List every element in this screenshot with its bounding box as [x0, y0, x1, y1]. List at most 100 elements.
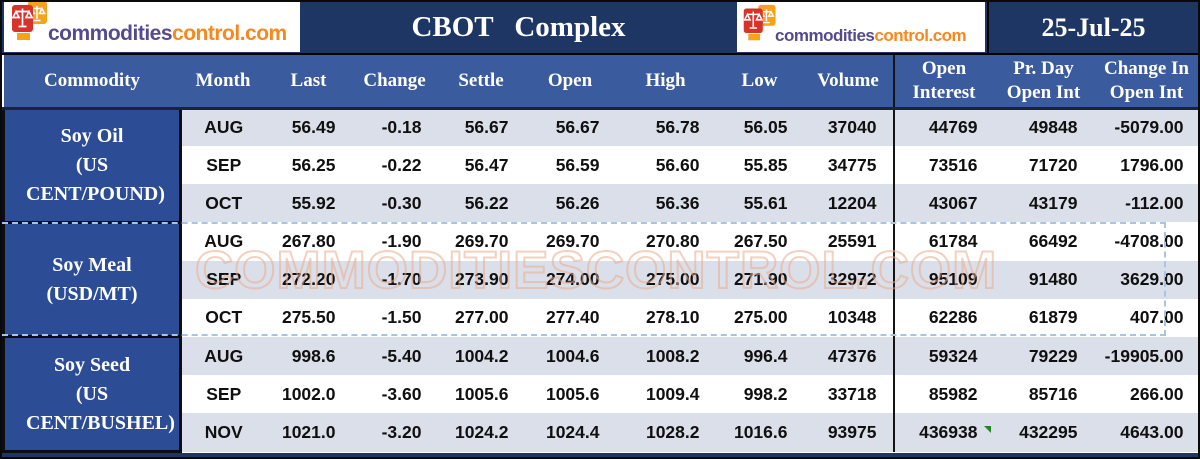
cell-low: 55.85	[743, 154, 788, 175]
cell-change: -5.40	[381, 345, 422, 366]
brand-logo-left[interactable]: commoditiescontrol.com	[4, 2, 300, 52]
cell-month: SEP	[206, 269, 242, 290]
cell-volume: 47376	[827, 345, 877, 366]
cell-month: NOV	[204, 421, 243, 442]
cell-volume: 33718	[827, 383, 877, 404]
cell-month: AUG	[204, 117, 244, 138]
cell-low: 275.00	[733, 307, 788, 328]
commodity-label-soy-meal: Soy Meal (USD/MT)	[2, 220, 182, 339]
header-cell-settle: Settle	[437, 55, 525, 110]
cell-pr-day-open-int: 71720	[1028, 154, 1078, 175]
cell-volume: 12204	[827, 192, 877, 213]
cell-open: 269.70	[545, 231, 600, 252]
cell-open-interest: 95109	[892, 260, 994, 299]
cell-high: 1009.4	[645, 383, 700, 404]
cell-low: 267.50	[733, 231, 788, 252]
brand-logo-right[interactable]: commoditiescontrol.com	[737, 2, 985, 52]
cell-month: OCT	[205, 192, 243, 213]
header-cell-open: Open	[524, 55, 616, 110]
cell-high: 1008.2	[645, 345, 700, 366]
header-cell-month: Month	[180, 55, 266, 110]
header-cell-change-in-open-int: Change In Open Int	[1093, 55, 1198, 110]
cell-change-in-open-int: 3629.00	[1120, 269, 1184, 290]
cell-change: -1.70	[381, 269, 422, 290]
cell-pr-day-open-int: 432295	[1019, 421, 1078, 442]
cell-last: 275.50	[281, 307, 336, 328]
cell-last: 267.80	[281, 231, 336, 252]
cell-settle: 1024.2	[454, 421, 509, 442]
cell-settle: 269.70	[454, 231, 509, 252]
cell-change-in-open-int: 266.00	[1129, 383, 1184, 404]
cell-low: 271.90	[733, 269, 788, 290]
cell-settle: 56.22	[464, 192, 509, 213]
cell-last: 55.92	[291, 192, 336, 213]
table-row: SEP 56.25 -0.22 56.47 56.59 56.60 55.85 34775 73…	[4, 146, 1199, 185]
header-cell-pr-day-open-int: Pr. Day Open Int	[993, 55, 1094, 110]
cell-open-interest: 43067	[892, 184, 994, 223]
cell-month: AUG	[204, 231, 244, 252]
report-date: 25-Jul-25	[987, 2, 1198, 53]
header-cell-low: Low	[715, 55, 804, 110]
commodity-unit: (USD/MT)	[46, 282, 138, 305]
header-cell-last: Last	[265, 55, 352, 110]
commodity-unit: (US CENT/POUND)	[26, 153, 165, 205]
cell-high: 56.60	[655, 154, 700, 175]
cell-high: 56.78	[655, 117, 700, 138]
cell-pr-day-open-int: 49848	[1028, 117, 1078, 138]
commodity-label-soy-seed: Soy Seed (US CENT/BUSHEL)	[2, 335, 182, 453]
header-cell-volume: Volume	[803, 55, 894, 110]
table-header-row: Commodity Month Last Change Settle Open High Lo…	[3, 55, 1198, 110]
cell-open-interest: 44769	[892, 108, 994, 147]
brand-logo-text: commoditiescontrol.com	[48, 23, 287, 48]
cell-open: 1004.6	[545, 345, 600, 366]
cell-low: 996.4	[743, 345, 788, 366]
table-row: OCT 275.50 -1.50 277.00 277.40 278.10 275.00 10…	[4, 298, 1199, 337]
cell-last: 998.6	[291, 345, 336, 366]
cell-open: 56.67	[555, 117, 600, 138]
cell-open-interest: 61784	[892, 222, 994, 261]
cell-pr-day-open-int: 91480	[1028, 269, 1078, 290]
cell-pr-day-open-int: 79229	[1028, 345, 1078, 366]
cell-settle: 277.00	[454, 307, 509, 328]
commodity-label-soy-oil: Soy Oil (US CENT/POUND)	[2, 106, 182, 224]
cell-open: 56.59	[555, 154, 600, 175]
cell-change: -0.18	[381, 117, 422, 138]
cell-low: 998.2	[743, 383, 788, 404]
header-cell-high: High	[615, 55, 716, 110]
cell-volume: 32972	[827, 269, 877, 290]
cell-pr-day-open-int: 43179	[1028, 192, 1078, 213]
brand-name-part2: control.com	[172, 22, 287, 45]
brand-name-part1: commodities	[48, 22, 173, 45]
cell-change: -1.50	[381, 307, 422, 328]
cell-volume: 10348	[827, 307, 877, 328]
brand-name-part2: control.com	[874, 26, 967, 45]
cell-month: AUG	[204, 345, 244, 366]
cell-high: 278.10	[645, 307, 700, 328]
top-bar: commoditiescontrol.com CBOT Complex comm…	[2, 2, 1198, 55]
cell-settle: 56.67	[464, 117, 509, 138]
cell-pr-day-open-int: 85716	[1028, 383, 1078, 404]
cell-last: 272.20	[281, 269, 336, 290]
cell-open: 277.40	[545, 307, 600, 328]
cell-settle: 1005.6	[454, 383, 509, 404]
cell-high: 56.36	[655, 192, 700, 213]
cell-low: 56.05	[743, 117, 788, 138]
report-title: CBOT Complex	[411, 11, 626, 43]
cell-last: 1021.0	[281, 421, 336, 442]
cell-open-interest: 73516	[892, 146, 994, 185]
cell-open-interest: 85982	[892, 375, 994, 414]
cell-open-interest: 62286	[892, 298, 994, 337]
table-row: NOV 1021.0 -3.20 1024.2 1024.4 1028.2 1016.6 93…	[3, 413, 1198, 452]
commodity-unit: (US CENT/BUSHEL)	[26, 382, 175, 434]
cell-change-in-open-int: -4708.00	[1114, 231, 1184, 252]
cell-low: 55.61	[743, 192, 788, 213]
commodity-name: Soy Oil	[60, 124, 124, 147]
cell-open-interest: 436938	[892, 413, 994, 452]
cell-change-in-open-int: -5079.00	[1114, 117, 1184, 138]
cell-open-interest: 59324	[892, 336, 994, 376]
cell-change-in-open-int: 407.00	[1129, 307, 1184, 328]
cell-open: 56.26	[555, 192, 600, 213]
commodity-name: Soy Meal	[52, 253, 132, 276]
cell-change: -0.22	[381, 154, 422, 175]
